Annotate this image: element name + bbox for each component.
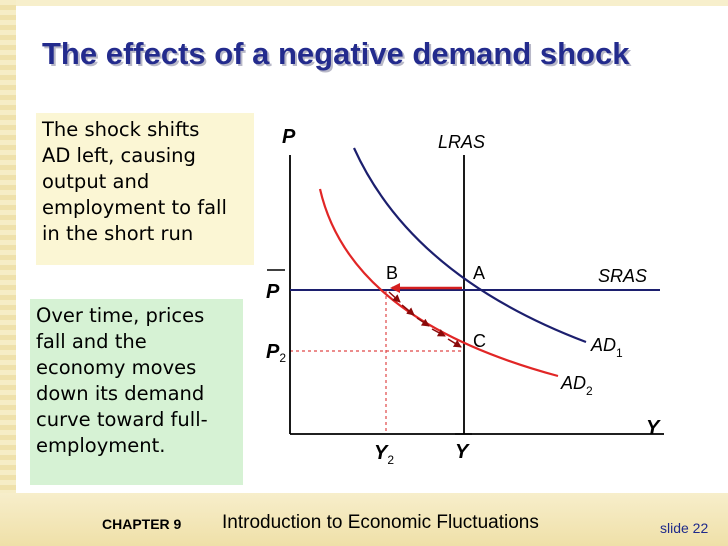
box1-line-4: employment to fall [42,196,227,219]
box2-line-5: curve toward full- [36,408,208,431]
box2-line-3: economy moves [36,356,197,379]
y-axis-label: P [282,126,296,148]
y2-label-main: Y [374,442,389,464]
x-axis-label: Y [646,417,661,439]
point-a-label: A [473,263,485,283]
box1-line-5: in the short run [42,222,194,245]
box2-line-6: employment. [36,434,166,457]
y2-label-sub: 2 [387,453,394,467]
ad2-curve [318,188,559,378]
footer-slide-number: slide 22 [660,520,709,536]
ad2-label: AD2 [560,373,593,398]
p2-label-main: P [266,341,280,363]
ad1-label-main: AD [590,335,616,355]
adjustment-arrow [447,338,462,348]
point-c-label: C [473,331,486,351]
y-bar-label: Y [455,441,470,463]
footer-chapter-title: Introduction to Economic Fluctuations [222,512,539,533]
footer-chapter: CHAPTER 9 [102,516,182,532]
point-b-label: B [386,263,398,283]
adjustment-arrow [388,291,401,303]
adjustment-arrow [431,328,446,337]
ad2-label-sub: 2 [586,384,593,398]
p-bar-label: P [266,281,280,303]
ad1-label: AD1 [590,335,623,360]
sras-label: SRAS [598,266,647,286]
box2-line-2: fall and the [36,330,147,353]
box1-line-1: The shock shifts [42,118,200,141]
top-rule [0,0,728,6]
p2-label-sub: 2 [279,351,286,365]
slide-title: The effects of a negative demand shock [42,36,630,71]
adjustment-arrows [388,291,462,348]
ad2-label-main: AD [560,373,586,393]
p2-label: P2 [266,341,286,365]
y2-label: Y2 [374,442,394,467]
explanation-box-short-run: The shock shifts AD left, causing output… [36,113,254,265]
adjustment-arrow [416,317,430,327]
ad1-label-sub: 1 [616,346,623,360]
ad1-curve [352,147,587,344]
box1-line-3: output and [42,170,150,193]
box2-line-1: Over time, prices [36,304,205,327]
footer-bar [0,493,728,546]
box1-line-2: AD left, causing [42,144,196,167]
lras-label: LRAS [438,132,485,152]
side-strip [0,0,16,546]
box2-line-4: down its demand [36,382,205,405]
adjustment-arrow [401,304,415,316]
explanation-box-long-run: Over time, prices fall and the economy m… [30,299,243,485]
